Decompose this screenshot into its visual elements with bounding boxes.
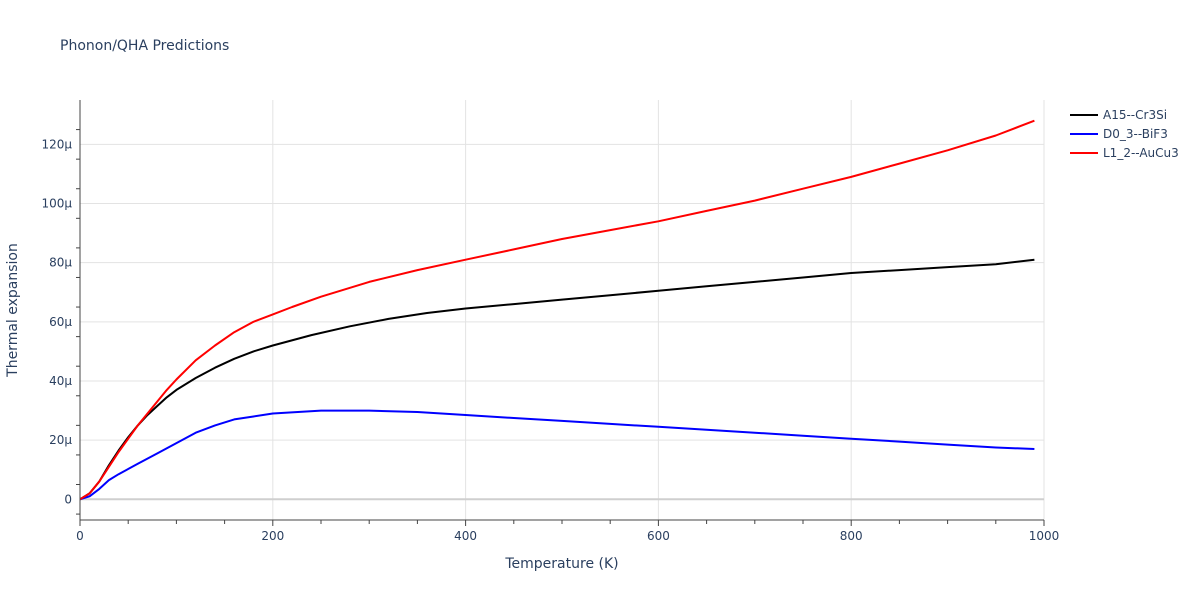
y-ticks: 0 20μ 40μ 60μ 80μ 100μ 120μ [41,129,80,515]
x-ticks: 0 200 400 600 800 1000 [76,520,1059,543]
y-tick-label: 100μ [41,197,72,211]
series-lines [79,119,1035,501]
chart-title: Phonon/QHA Predictions [60,38,229,54]
y-axis-label: Thermal expansion [5,243,21,378]
series-line-d0-3-bif3 [79,409,1035,501]
y-tick-label: 80μ [49,256,72,270]
y-tick-label: 120μ [41,137,72,151]
legend-item[interactable]: A15--Cr3Si [1070,108,1167,122]
legend[interactable]: A15--Cr3Si D0_3--BiF3 L1_2--AuCu3 [1070,108,1179,160]
legend-label: L1_2--AuCu3 [1103,146,1179,160]
x-tick-label: 400 [454,529,477,543]
x-tick-label: 1000 [1029,529,1060,543]
grid [80,100,1045,520]
y-tick-label: 40μ [49,374,72,388]
x-tick-label: 600 [647,529,670,543]
y-tick-label: 0 [64,492,72,506]
legend-item[interactable]: D0_3--BiF3 [1070,127,1168,141]
y-tick-label: 60μ [49,315,72,329]
x-tick-label: 0 [76,529,84,543]
legend-label: D0_3--BiF3 [1103,127,1168,141]
legend-label: A15--Cr3Si [1103,108,1167,122]
legend-item[interactable]: L1_2--AuCu3 [1070,146,1179,160]
y-tick-label: 20μ [49,433,72,447]
series-line-l1-2-aucu3 [79,119,1035,501]
x-tick-label: 200 [261,529,284,543]
x-axis-label: Temperature (K) [504,556,618,572]
x-tick-label: 800 [840,529,863,543]
